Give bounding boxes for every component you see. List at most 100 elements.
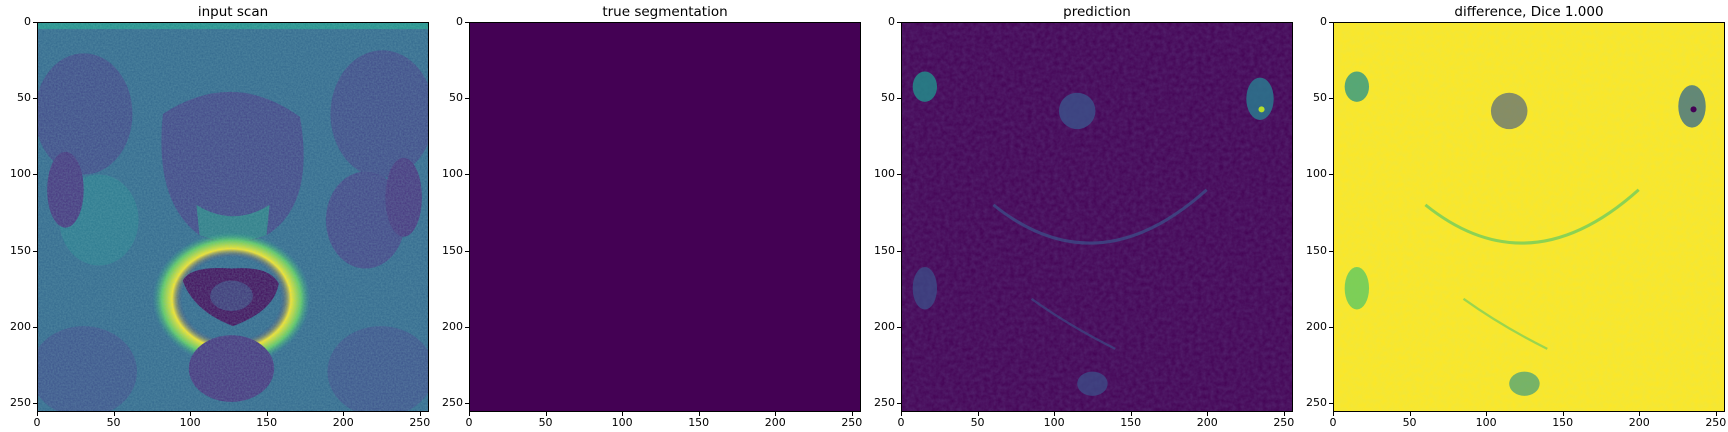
- input-scan-image: [37, 22, 429, 412]
- y-tick-label: 250: [1306, 395, 1327, 409]
- y-tick-label: 150: [1306, 243, 1327, 257]
- y-tick-mark: [33, 326, 37, 328]
- x-tick-label: 0: [897, 416, 905, 429]
- x-tick-label: 50: [970, 416, 985, 429]
- y-tick-label: 250: [10, 395, 31, 409]
- x-tick-mark: [1130, 412, 1132, 416]
- x-tick-mark: [1333, 412, 1334, 416]
- y-tick-mark: [465, 326, 469, 328]
- x-tick-mark: [266, 412, 268, 416]
- panel-title: prediction: [1063, 4, 1131, 20]
- x-tick-mark: [113, 412, 115, 416]
- x-tick-mark: [1486, 412, 1488, 416]
- y-tick-mark: [897, 250, 901, 252]
- y-tick-mark: [1329, 250, 1333, 252]
- x-tick-mark: [190, 412, 192, 416]
- y-tick-label: 250: [442, 395, 463, 409]
- x-tick-mark: [1207, 412, 1209, 416]
- x-tick-mark: [37, 412, 38, 416]
- y-tick-mark: [465, 22, 469, 23]
- y-tick-mark: [897, 326, 901, 328]
- y-tick-mark: [1329, 402, 1333, 404]
- y-tick-label: 200: [10, 319, 31, 333]
- x-tick-mark: [1562, 412, 1564, 416]
- y-tick-label: 0: [24, 15, 31, 28]
- x-tick-label: 150: [688, 416, 710, 429]
- y-tick-mark: [465, 402, 469, 404]
- y-tick-label: 150: [442, 243, 463, 257]
- x-tick-mark: [977, 412, 979, 416]
- x-tick-label: 100: [1043, 416, 1065, 429]
- x-tick-label: 150: [1120, 416, 1142, 429]
- x-tick-mark: [851, 412, 853, 416]
- y-tick-label: 100: [442, 167, 463, 181]
- y-tick-mark: [897, 174, 901, 176]
- x-tick-mark: [698, 412, 700, 416]
- x-tick-mark: [622, 412, 624, 416]
- x-tick-label: 150: [256, 416, 278, 429]
- y-tick-mark: [33, 402, 37, 404]
- x-tick-mark: [545, 412, 547, 416]
- x-tick-mark: [1054, 412, 1056, 416]
- y-tick-mark: [897, 402, 901, 404]
- x-tick-mark: [469, 412, 470, 416]
- x-tick-label: 0: [465, 416, 473, 429]
- x-tick-mark: [343, 412, 345, 416]
- x-tick-mark: [419, 412, 421, 416]
- y-tick-mark: [1329, 22, 1333, 23]
- y-tick-mark: [465, 174, 469, 176]
- x-tick-label: 200: [332, 416, 354, 429]
- x-tick-mark: [1283, 412, 1285, 416]
- x-tick-mark: [1639, 412, 1641, 416]
- panel-prediction: prediction 0 50 100 150 200 250 0 50 100 150 200 25…: [864, 0, 1294, 432]
- x-tick-label: 250: [841, 416, 863, 429]
- y-tick-mark: [33, 98, 37, 100]
- y-tick-mark: [1329, 174, 1333, 176]
- x-tick-mark: [775, 412, 777, 416]
- x-tick-label: 50: [538, 416, 553, 429]
- x-tick-label: 250: [1273, 416, 1295, 429]
- panel-true-segmentation: true segmentation 0 50 100 150 200 250 0 50 100 1…: [432, 0, 862, 432]
- x-tick-label: 50: [106, 416, 121, 429]
- x-tick-label: 200: [764, 416, 786, 429]
- x-tick-label: 100: [1475, 416, 1497, 429]
- panel-title: input scan: [197, 4, 269, 20]
- y-tick-label: 100: [874, 167, 895, 181]
- x-tick-label: 0: [33, 416, 41, 429]
- y-tick-mark: [33, 250, 37, 252]
- true-segmentation-image: [469, 22, 861, 412]
- y-tick-mark: [1329, 326, 1333, 328]
- y-tick-label: 50: [449, 91, 463, 105]
- panel-input-scan: input scan: [0, 0, 430, 432]
- y-tick-label: 200: [442, 319, 463, 333]
- y-tick-label: 0: [456, 15, 463, 28]
- y-tick-label: 200: [874, 319, 895, 333]
- y-tick-mark: [897, 98, 901, 100]
- y-tick-label: 250: [874, 395, 895, 409]
- y-tick-label: 0: [888, 15, 895, 28]
- x-tick-label: 0: [1329, 416, 1337, 429]
- y-tick-mark: [1329, 98, 1333, 100]
- y-tick-label: 100: [10, 167, 31, 181]
- panel-title: difference, Dice 1.000: [1454, 4, 1604, 20]
- y-tick-label: 100: [1306, 167, 1327, 181]
- x-tick-label: 50: [1402, 416, 1417, 429]
- y-tick-label: 150: [10, 243, 31, 257]
- y-tick-mark: [33, 22, 37, 23]
- y-tick-label: 50: [881, 91, 895, 105]
- y-tick-label: 0: [1320, 15, 1327, 28]
- x-tick-label: 150: [1552, 416, 1574, 429]
- difference-image: [1333, 22, 1725, 412]
- x-tick-mark: [1715, 412, 1717, 416]
- y-tick-label: 50: [17, 91, 31, 105]
- y-tick-mark: [465, 250, 469, 252]
- panel-difference: difference, Dice 1.000 0 50 100 150 200 250 0 5…: [1296, 0, 1726, 432]
- x-tick-mark: [1409, 412, 1411, 416]
- prediction-image: [901, 22, 1293, 412]
- y-tick-label: 150: [874, 243, 895, 257]
- x-tick-label: 100: [179, 416, 201, 429]
- x-tick-label: 100: [611, 416, 633, 429]
- panel-title: true segmentation: [602, 4, 728, 20]
- y-tick-mark: [897, 22, 901, 23]
- x-tick-mark: [901, 412, 902, 416]
